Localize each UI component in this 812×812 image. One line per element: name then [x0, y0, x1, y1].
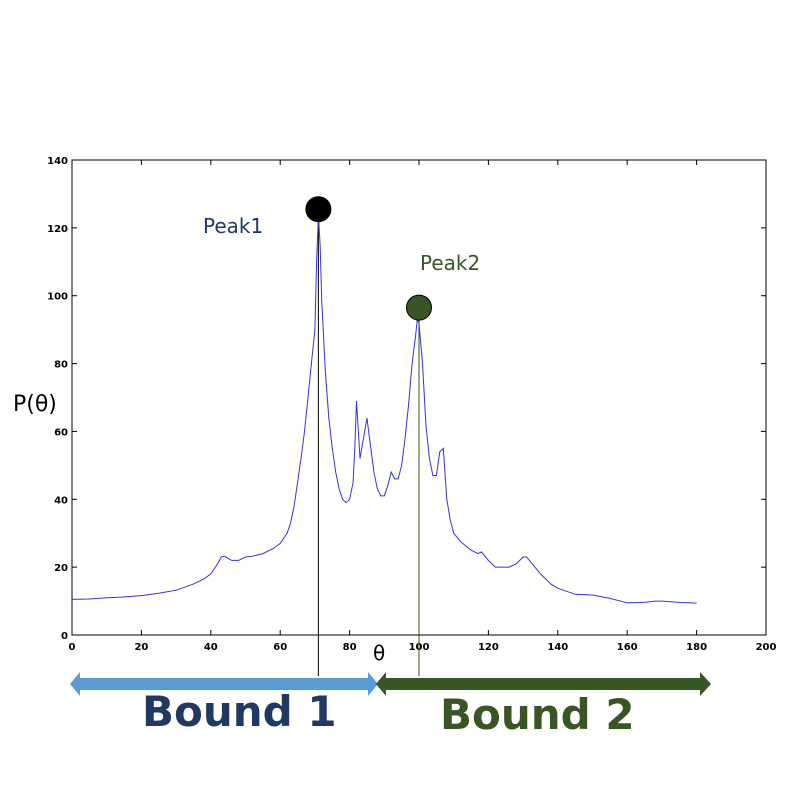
y-tick-label: 100	[47, 292, 68, 303]
x-tick-label: 20	[134, 642, 148, 653]
y-tick-label: 80	[54, 360, 68, 371]
y-axis-label: P(θ)	[13, 392, 57, 417]
y-tick-label: 0	[61, 631, 68, 642]
y-tick-label: 40	[54, 495, 68, 506]
peak1-marker	[305, 196, 332, 223]
y-tick-label: 20	[54, 563, 68, 574]
y-tick-label: 60	[54, 427, 68, 438]
x-tick-label: 180	[686, 642, 707, 653]
x-tick-label: 40	[204, 642, 218, 653]
x-axis-label: θ	[373, 641, 385, 665]
data-series-line	[71, 214, 697, 604]
x-tick-label: 120	[478, 642, 499, 653]
peak2-marker	[406, 294, 432, 321]
x-tick-label: 80	[343, 642, 357, 653]
peak1-label: Peak1	[203, 214, 263, 238]
x-tick-label: 160	[617, 642, 638, 653]
x-tick-label: 60	[273, 642, 287, 653]
y-tick-label: 120	[47, 224, 68, 235]
peak-markers	[305, 196, 432, 321]
bound1-arrow	[70, 672, 378, 696]
peak-vertical-lines	[317, 209, 420, 676]
bound2-label: Bound 2	[440, 690, 635, 739]
y-axis-ticks: 0 20 40 60 80 100 120 140	[47, 156, 766, 642]
bound2-arrow	[376, 672, 711, 696]
x-tick-label: 140	[547, 642, 568, 653]
y-tick-label: 140	[47, 156, 68, 167]
x-tick-label: 200	[756, 642, 777, 653]
x-tick-label: 0	[69, 642, 76, 653]
peak2-label: Peak2	[420, 251, 480, 275]
bound1-label: Bound 1	[142, 687, 337, 736]
